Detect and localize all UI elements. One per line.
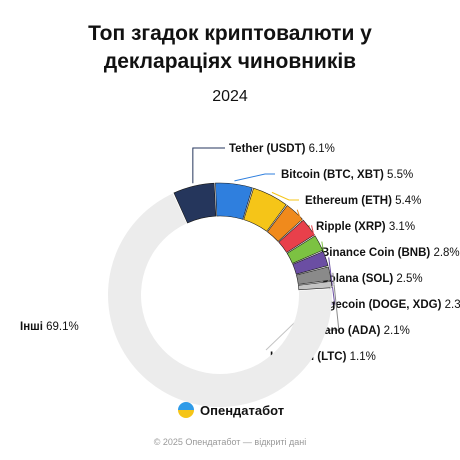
brand: Опендатабот	[176, 400, 284, 420]
pie-slice	[267, 205, 303, 242]
pie-slice	[296, 266, 332, 285]
slice-label: Ripple (XRP) 3.1%	[316, 221, 415, 233]
pie-slice	[286, 235, 324, 264]
slice-label: Ethereum (ETH) 5.4%	[305, 195, 421, 207]
slice-label: Solana (SOL) 2.5%	[321, 273, 423, 285]
chart-subtitle: 2024	[212, 88, 248, 105]
slice-label: Bitcoin (BTC, XBT) 5.5%	[281, 169, 413, 181]
pie-slice	[215, 182, 253, 220]
slice-label: Tether (USDT) 6.1%	[229, 143, 335, 155]
pie-slice	[108, 193, 333, 407]
pie-slice	[278, 219, 315, 253]
pie-slice	[292, 251, 329, 275]
opendatabot-logo-icon	[178, 402, 194, 418]
footer-copyright: © 2025 Опендатабот — відкриті дані	[153, 437, 307, 447]
slice-label: Dogecoin (DOGE, XDG) 2.3%	[313, 299, 460, 311]
slice-leader-line	[234, 173, 275, 182]
chart-title: Топ згадок криптовалюти у деклараціях чи…	[0, 20, 460, 76]
slice-leader-line	[271, 191, 299, 201]
slice-label: Інші 69.1%	[20, 321, 79, 333]
brand-name: Опендатабот	[200, 402, 285, 418]
chart-title-line-1: Топ згадок криптовалюти у	[88, 22, 372, 45]
pie-slice	[243, 187, 287, 232]
slice-label: Binance Coin (BNB) 2.8%	[321, 247, 460, 259]
pie-slice	[298, 280, 333, 291]
chart-title-line-2: деклараціях чиновників	[103, 50, 357, 73]
pie-slice	[173, 182, 217, 224]
slice-leader-line	[192, 147, 225, 184]
